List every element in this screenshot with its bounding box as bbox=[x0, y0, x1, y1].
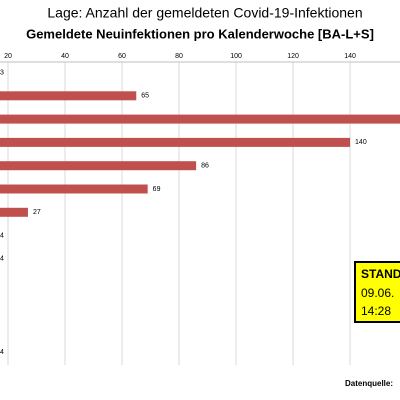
value-label: 4 bbox=[0, 232, 4, 239]
stand-date: 09.06. bbox=[361, 286, 394, 300]
stand-label: STAND bbox=[361, 267, 400, 281]
value-label: 4 bbox=[0, 349, 4, 356]
plot-area: 20 40 60 80 100 120 140 3 65 140 86 69 27 4 4 4 bbox=[0, 53, 400, 365]
value-label: 4 bbox=[0, 256, 4, 263]
value-label: 140 bbox=[355, 139, 367, 146]
value-label: 27 bbox=[33, 209, 41, 216]
x-tick-label: 140 bbox=[344, 53, 356, 60]
x-tick-label: 60 bbox=[118, 53, 126, 60]
bar bbox=[0, 137, 351, 147]
bar bbox=[0, 91, 137, 101]
stand-time: 14:28 bbox=[361, 304, 391, 318]
bar bbox=[0, 114, 400, 124]
source-label: Datenquelle: bbox=[345, 379, 393, 388]
value-label: 65 bbox=[141, 93, 149, 100]
stand-box bbox=[354, 261, 400, 323]
chart-subtitle: Gemeldete Neuinfektionen pro Kalenderwoc… bbox=[26, 26, 374, 41]
x-tick-label: 100 bbox=[230, 53, 242, 60]
bar bbox=[0, 207, 28, 217]
bar bbox=[0, 184, 148, 194]
value-label: 86 bbox=[201, 163, 209, 170]
x-tick-label: 20 bbox=[4, 53, 12, 60]
x-tick-label: 120 bbox=[287, 53, 299, 60]
bar bbox=[0, 161, 197, 171]
x-tick-label: 40 bbox=[61, 53, 69, 60]
value-label: 69 bbox=[153, 186, 161, 193]
x-tick-label: 80 bbox=[175, 53, 183, 60]
value-label: 3 bbox=[0, 69, 4, 76]
chart-title: Lage: Anzahl der gemeldeten Covid-19-Inf… bbox=[47, 5, 362, 21]
